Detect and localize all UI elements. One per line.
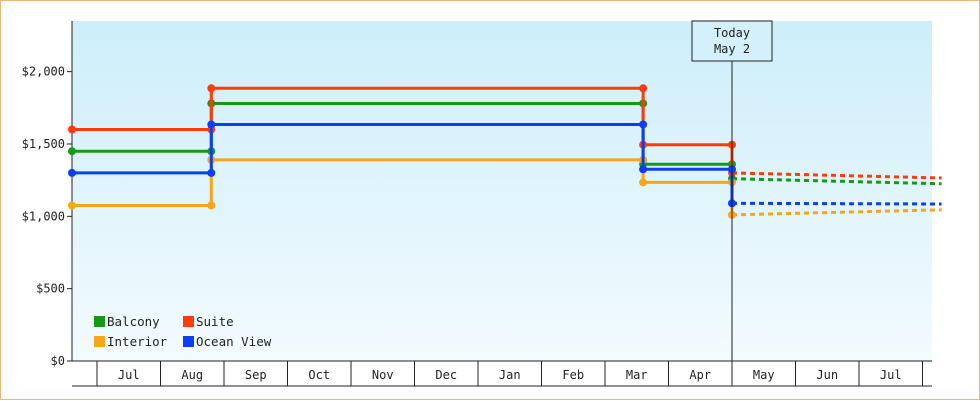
legend-label: Interior [107, 334, 168, 349]
today-date: May 2 [714, 42, 750, 56]
series-forecast-line [731, 201, 942, 206]
data-point [207, 201, 216, 210]
plot-background [72, 21, 932, 361]
x-tick-label: Mar [626, 368, 648, 382]
data-point [207, 84, 216, 93]
data-point [639, 120, 648, 129]
legend-label: Suite [196, 314, 234, 329]
y-tick-label: $2,000 [22, 65, 65, 79]
x-tick-label: Apr [689, 368, 711, 382]
data-point [639, 178, 648, 187]
y-tick-label: $1,500 [22, 137, 65, 151]
legend-swatch [94, 336, 105, 347]
legend-label: Balcony [107, 314, 160, 329]
data-point [68, 168, 76, 177]
legend-swatch [183, 316, 194, 327]
data-point [639, 84, 648, 93]
y-tick-label: $1,000 [22, 209, 65, 223]
series-forecast-line [731, 177, 942, 186]
data-point [207, 120, 216, 129]
x-tick-label: Nov [372, 368, 394, 382]
legend-item-balcony: Balcony [94, 314, 160, 329]
legend-item-ocean-view: Ocean View [183, 334, 272, 349]
x-tick-label: May [753, 368, 775, 382]
x-tick-label: Jul [118, 368, 140, 382]
x-tick-label: Jan [499, 368, 521, 382]
data-point [68, 125, 76, 134]
legend-label: Ocean View [196, 334, 272, 349]
legend-item-suite: Suite [183, 314, 234, 329]
legend-swatch [183, 336, 194, 347]
today-label: Today [714, 26, 750, 40]
x-tick-label: Aug [181, 368, 203, 382]
y-tick-label: $0 [51, 354, 65, 368]
series-forecast-line [731, 171, 942, 180]
data-point [68, 201, 76, 210]
data-point [207, 168, 216, 177]
y-tick-label: $500 [36, 282, 65, 296]
today-box [691, 20, 773, 62]
x-tick-label: Jul [880, 368, 902, 382]
x-tick-label: Oct [308, 368, 330, 382]
series-forecast-line [731, 208, 942, 217]
legend-swatch [94, 316, 105, 327]
data-point [68, 147, 76, 156]
x-tick-label: Jun [816, 368, 838, 382]
x-tick-label: Sep [245, 368, 267, 382]
x-tick-label: Feb [562, 368, 584, 382]
data-point [639, 165, 648, 174]
legend-item-interior: Interior [94, 334, 168, 349]
x-tick-label: Dec [435, 368, 457, 382]
